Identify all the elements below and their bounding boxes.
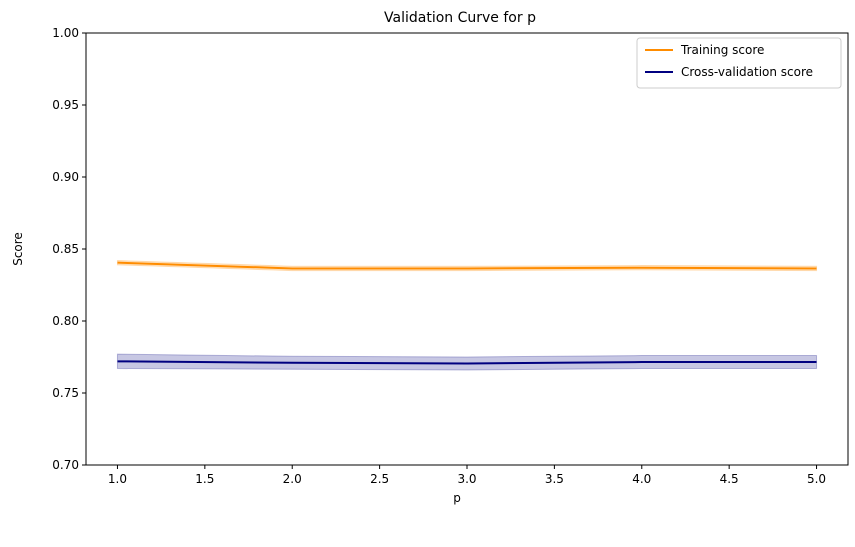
band-cross-validation bbox=[116, 353, 818, 371]
plot-lines bbox=[117, 261, 817, 365]
legend-label-cross-validation: Cross-validation score bbox=[681, 65, 813, 79]
x-tick-label-0: 1.0 bbox=[108, 472, 127, 486]
x-tick-label-3: 2.5 bbox=[370, 472, 389, 486]
legend: Training score Cross-validation score bbox=[636, 37, 842, 89]
plot-bands bbox=[116, 260, 818, 371]
y-tick-label-4: 0.90 bbox=[52, 170, 79, 184]
x-tick-label-1: 1.5 bbox=[195, 472, 214, 486]
x-tick-label-8: 5.0 bbox=[807, 472, 826, 486]
plot-frame bbox=[85, 32, 849, 466]
legend-label-training: Training score bbox=[680, 43, 764, 57]
x-tick-label-6: 4.0 bbox=[632, 472, 651, 486]
series-line-cross-validation bbox=[117, 360, 817, 365]
y-axis-ticks: 0.70 0.75 0.80 0.85 0.90 0.95 1.00 bbox=[52, 26, 86, 472]
y-tick-label-1: 0.75 bbox=[52, 386, 79, 400]
y-tick-label-0: 0.70 bbox=[52, 458, 79, 472]
y-tick-label-6: 1.00 bbox=[52, 26, 79, 40]
x-axis-label: p bbox=[453, 491, 461, 505]
x-tick-label-7: 4.5 bbox=[720, 472, 739, 486]
chart-title: Validation Curve for p bbox=[384, 10, 536, 26]
series-line-training bbox=[117, 261, 817, 270]
x-tick-label-4: 3.0 bbox=[457, 472, 476, 486]
y-axis-label: Score bbox=[11, 232, 25, 266]
x-axis-ticks: 1.0 1.5 2.0 2.5 3.0 3.5 4.0 4.5 5.0 bbox=[108, 465, 826, 486]
x-tick-label-2: 2.0 bbox=[283, 472, 302, 486]
y-tick-label-3: 0.85 bbox=[52, 242, 79, 256]
y-tick-label-2: 0.80 bbox=[52, 314, 79, 328]
x-tick-label-5: 3.5 bbox=[545, 472, 564, 486]
legend-box bbox=[636, 37, 842, 89]
y-tick-label-5: 0.95 bbox=[52, 98, 79, 112]
